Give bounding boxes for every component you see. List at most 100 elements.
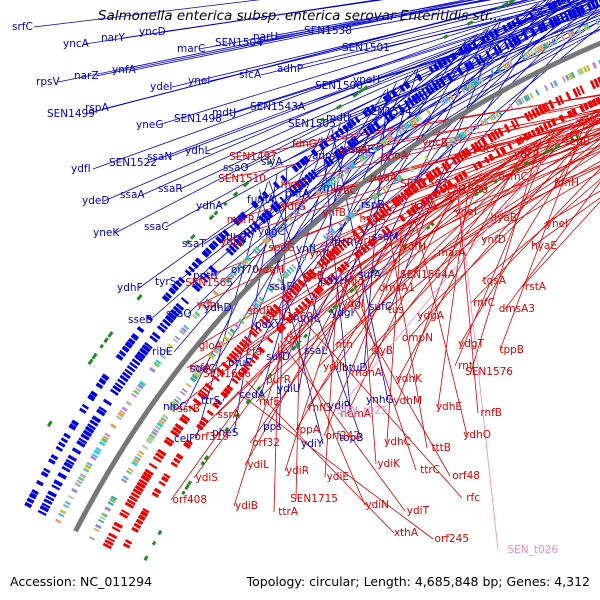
gene-feature-mark — [345, 215, 351, 222]
gene-feature-mark — [344, 166, 350, 173]
gene-feature-mark — [201, 249, 210, 258]
forward-gene-label: SEN1498 — [174, 113, 222, 125]
gene-feature-mark — [91, 415, 102, 424]
gene-feature-mark — [45, 495, 55, 502]
forward-label-connector — [371, 29, 600, 151]
gene-feature-mark — [507, 142, 513, 150]
gene-feature-mark — [224, 426, 230, 433]
gene-feature-mark — [397, 174, 404, 181]
gene-feature-mark — [570, 136, 575, 141]
gene-feature-mark — [130, 333, 140, 342]
gene-feature-mark — [154, 425, 161, 431]
gene-feature-mark — [467, 43, 474, 51]
gene-feature-mark — [325, 252, 334, 262]
reverse-gene-label: ydiL — [247, 459, 269, 471]
gene-feature-mark — [466, 20, 474, 26]
gene-feature-mark — [373, 120, 382, 130]
gene-feature-mark — [336, 148, 345, 157]
gene-feature-mark — [241, 338, 250, 347]
gene-feature-mark — [201, 416, 209, 424]
gene-feature-mark — [181, 413, 191, 422]
gene-feature-mark — [585, 64, 591, 72]
gene-feature-mark — [552, 16, 560, 27]
forward-label-connector — [241, 0, 584, 239]
reverse-gene-label: ydhL — [197, 299, 223, 311]
gene-feature-mark — [59, 509, 67, 515]
forward-gene-label: SEN1504 — [215, 37, 263, 49]
gene-feature-mark — [238, 318, 245, 325]
reverse-label-connector — [197, 109, 598, 347]
gene-feature-mark — [203, 454, 210, 461]
gene-feature-mark — [89, 419, 99, 427]
genome-summary-label: Topology: circular; Length: 4,685,848 bp… — [246, 574, 590, 589]
gene-feature-mark — [326, 181, 333, 188]
gene-feature-mark — [243, 230, 252, 239]
gene-feature-mark — [496, 66, 502, 74]
gene-feature-mark — [109, 388, 119, 396]
gene-feature-mark — [220, 390, 229, 399]
gene-feature-mark — [216, 367, 226, 376]
gene-feature-mark — [228, 352, 238, 361]
gene-feature-mark — [245, 360, 253, 368]
gene-feature-mark — [467, 60, 475, 70]
gene-feature-mark — [251, 353, 260, 361]
gene-feature-mark — [529, 27, 537, 37]
gene-feature-mark — [539, 44, 545, 52]
gene-feature-mark — [513, 167, 518, 172]
reverse-gene-label: rstA — [525, 281, 547, 293]
gene-feature-mark — [57, 472, 67, 480]
forward-gene-label: topB — [339, 432, 363, 444]
reverse-gene-label: hyaE — [531, 240, 557, 252]
gene-feature-mark — [349, 287, 355, 294]
gene-feature-mark — [152, 455, 162, 463]
gene-feature-mark — [134, 353, 144, 363]
gene-feature-mark — [542, 122, 549, 131]
gene-feature-mark — [430, 222, 435, 227]
gene-feature-mark — [137, 383, 144, 390]
gene-feature-mark — [523, 52, 530, 59]
gene-feature-mark — [546, 2, 554, 11]
gene-feature-mark — [411, 117, 418, 125]
gene-feature-mark — [175, 395, 182, 401]
gene-feature-mark — [284, 270, 290, 277]
gene-feature-mark — [298, 179, 307, 189]
reverse-gene-label: SEN1564A — [400, 269, 456, 281]
gene-feature-mark — [372, 212, 380, 222]
gene-feature-mark — [156, 325, 166, 334]
gene-feature-mark — [191, 313, 199, 320]
gene-feature-mark — [153, 361, 160, 368]
forward-gene-label: SEN1500 — [315, 80, 363, 92]
gene-feature-mark — [68, 423, 77, 431]
gene-feature-mark — [99, 343, 105, 349]
gene-feature-mark — [24, 501, 33, 509]
reverse-gene-label: hyaC — [330, 185, 357, 197]
gene-feature-mark — [121, 345, 130, 353]
gene-feature-mark — [272, 303, 282, 313]
gene-feature-mark — [231, 242, 240, 250]
gene-feature-mark — [336, 242, 345, 252]
gene-feature-mark — [403, 188, 412, 199]
gene-feature-mark — [79, 407, 87, 414]
reverse-gene-label: marA — [438, 247, 467, 259]
gene-feature-mark — [174, 423, 184, 431]
gene-feature-mark — [165, 292, 173, 299]
reverse-gene-label: ydhE — [436, 401, 462, 413]
gene-feature-mark — [114, 382, 124, 390]
gene-feature-mark — [51, 484, 61, 491]
gene-feature-mark — [589, 80, 596, 90]
gene-feature-mark — [139, 380, 146, 387]
reverse-gene-label: ydiK — [377, 458, 401, 470]
gene-feature-mark — [204, 247, 213, 255]
gene-feature-mark — [393, 195, 402, 205]
gene-feature-mark — [400, 191, 408, 201]
reverse-gene-label: ydhO — [463, 429, 491, 441]
gene-feature-mark — [319, 117, 325, 123]
reverse-gene-label: orf408 — [173, 494, 207, 506]
gene-feature-mark — [586, 23, 591, 30]
reverse-gene-label: SEN1507 — [400, 178, 448, 190]
gene-feature-mark — [181, 490, 186, 496]
forward-gene-label: sodC — [190, 363, 216, 375]
reverse-label-connector — [459, 109, 600, 345]
gene-feature-mark — [386, 110, 395, 121]
reverse-gene-label: fdnG — [292, 138, 317, 150]
